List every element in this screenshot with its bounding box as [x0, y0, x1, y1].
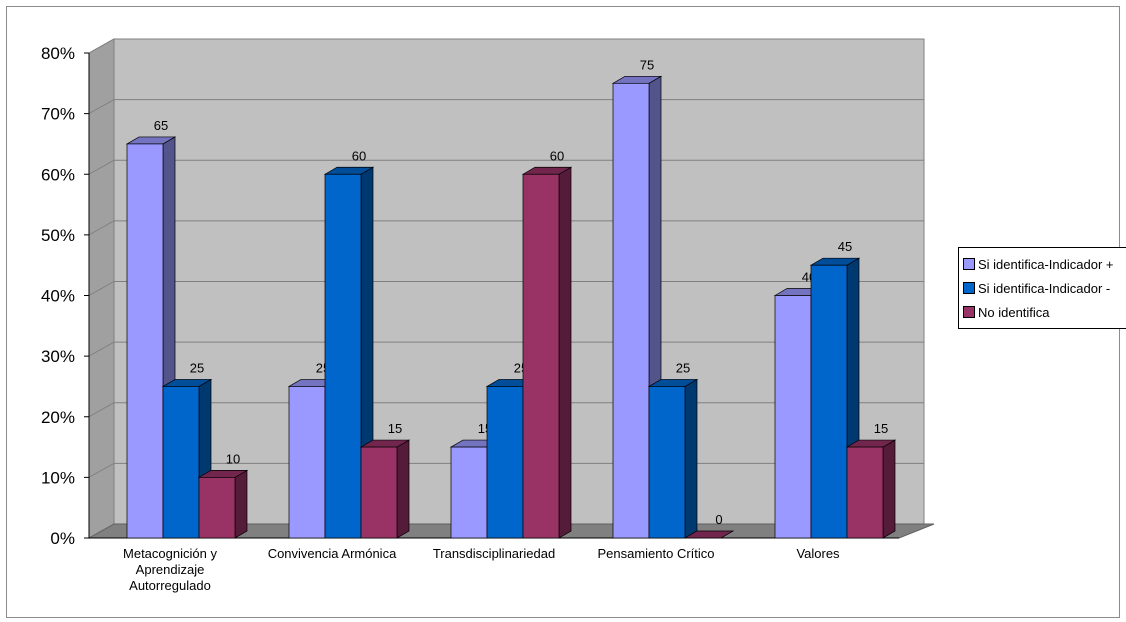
- bar: [810, 264, 848, 539]
- legend-swatch: [963, 282, 975, 294]
- y-tick-label: 10%: [41, 468, 75, 487]
- chart-frame: 0% 10% 20% 30% 40% 50% 60% 70% 80% 65 25 10 Metacogn…: [6, 6, 1126, 618]
- bar: [288, 386, 326, 539]
- bar: [612, 82, 650, 539]
- data-label: 60: [550, 148, 564, 163]
- legend-label: No identifica: [978, 304, 1050, 320]
- data-label: 60: [352, 148, 366, 163]
- y-tick-label: 40%: [41, 287, 75, 306]
- legend-label: Si identifica-Indicador +: [978, 256, 1114, 272]
- data-label: 10: [226, 451, 240, 466]
- y-tick-label: 60%: [41, 165, 75, 184]
- bar: [324, 173, 362, 539]
- data-label: 25: [676, 360, 690, 375]
- gridline: [88, 38, 924, 54]
- bar-side: [234, 469, 248, 539]
- category-label: Metacognición y: [123, 546, 217, 561]
- category-label: Convivencia Armónica: [268, 546, 397, 561]
- legend-swatch: [963, 258, 975, 270]
- bar: [648, 386, 686, 539]
- bar-top: [683, 530, 735, 539]
- y-tick-label: 30%: [41, 347, 75, 366]
- data-label: 0: [715, 512, 722, 527]
- y-tick-label: 50%: [41, 226, 75, 245]
- bar: [360, 446, 398, 539]
- bar: [522, 173, 560, 539]
- category-label: Pensamiento Crítico: [597, 546, 714, 561]
- data-label: 15: [874, 421, 888, 436]
- bar: [846, 446, 884, 539]
- data-label: 25: [190, 360, 204, 375]
- bar-side: [684, 378, 698, 539]
- legend-label: Si identifica-Indicador -: [978, 280, 1111, 296]
- bar-side: [396, 439, 410, 539]
- data-label: 75: [640, 57, 654, 72]
- bar: [198, 477, 236, 539]
- y-tick-label: 0%: [50, 529, 75, 548]
- legend: Si identifica-Indicador + Si identifica-I…: [958, 247, 1126, 329]
- y-tick-label: 20%: [41, 408, 75, 427]
- legend-swatch: [963, 306, 975, 318]
- bar: [162, 386, 200, 539]
- bar-chart: 0% 10% 20% 30% 40% 50% 60% 70% 80% 65 25 10 Metacogn…: [41, 38, 935, 593]
- y-tick-label: 70%: [41, 105, 75, 124]
- category-label: Aprendizaje: [136, 562, 205, 577]
- data-label: 65: [154, 118, 168, 133]
- bar: [450, 446, 488, 539]
- bar: [774, 295, 812, 539]
- category-label: Valores: [796, 546, 840, 561]
- legend-item: Si identifica-Indicador +: [963, 252, 1126, 276]
- bar: [126, 143, 164, 539]
- bar-side: [558, 166, 572, 539]
- bar-side: [882, 439, 896, 539]
- data-label: 45: [838, 239, 852, 254]
- y-tick-label: 80%: [41, 44, 75, 63]
- legend-item: Si identifica-Indicador -: [963, 276, 1126, 300]
- legend-item: No identifica: [963, 300, 1126, 324]
- category-label: Autorregulado: [129, 578, 211, 593]
- bar: [486, 386, 524, 539]
- data-label: 15: [388, 421, 402, 436]
- category-label: Transdisciplinariedad: [433, 546, 555, 561]
